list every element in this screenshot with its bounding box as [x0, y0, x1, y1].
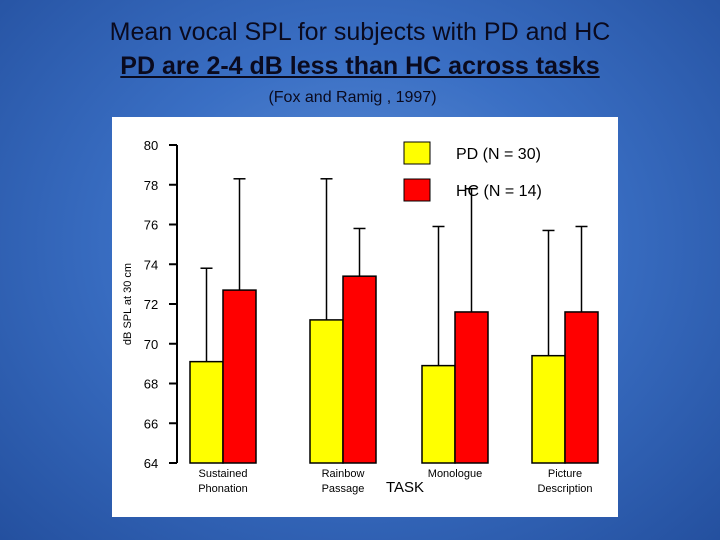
bar-hc [222, 289, 257, 464]
x-category-label: Phonation [198, 483, 248, 495]
bar-hc [564, 311, 599, 464]
citation: (Fox and Ramig , 1997) [268, 89, 437, 106]
bar-pd [189, 360, 224, 464]
x-category-label: Sustained [199, 468, 248, 480]
bar-pd [309, 319, 344, 464]
y-tick-label: 64 [144, 456, 158, 471]
slide-subtitle: PD are 2-4 dB less than HC across tasks [120, 52, 600, 80]
bar-pd [421, 364, 456, 464]
x-category-label: Passage [322, 483, 365, 495]
legend-swatch-hc [403, 178, 431, 202]
legend-swatch-pd [403, 141, 431, 165]
x-category-label: Rainbow [322, 468, 365, 480]
y-tick-label: 66 [144, 416, 158, 431]
x-category-label: Description [537, 483, 592, 495]
y-tick-label: 72 [144, 297, 158, 312]
y-tick-label: 74 [144, 257, 158, 272]
y-tick-label: 78 [144, 178, 158, 193]
y-tick-label: 68 [144, 377, 158, 392]
bar-hc [454, 311, 489, 464]
y-tick-label: 76 [144, 218, 158, 233]
x-category-label: Monologue [428, 468, 482, 480]
bar-pd [531, 354, 566, 464]
x-category-label: Picture [548, 468, 582, 480]
bar-hc [342, 275, 377, 464]
x-axis-title: TASK [386, 479, 424, 496]
slide-title: Mean vocal SPL for subjects with PD and … [109, 18, 611, 46]
y-axis-title: dB SPL at 30 cm [122, 263, 134, 345]
legend-label: PD (N = 30) [456, 146, 541, 163]
y-tick-label: 70 [144, 337, 158, 352]
legend-label: HC (N = 14) [456, 183, 542, 200]
y-tick-label: 80 [144, 138, 158, 153]
